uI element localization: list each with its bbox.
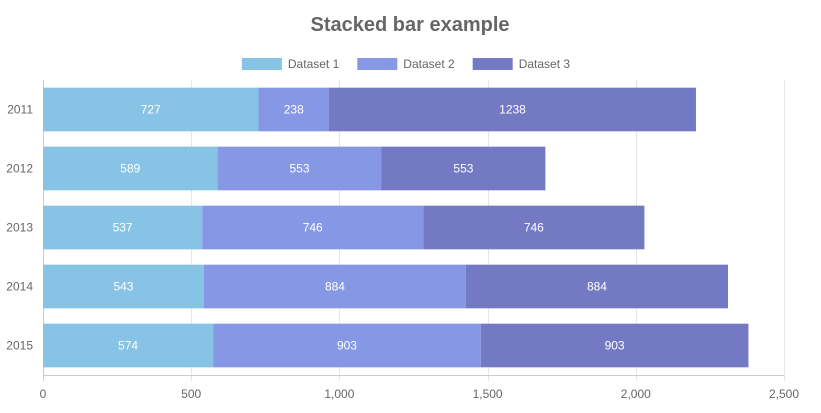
bar-segment bbox=[480, 323, 749, 368]
bar-value-label: 884 bbox=[325, 280, 345, 294]
x-tick-label: 2,500 bbox=[769, 387, 799, 401]
x-axis-labels: 0 500 1,000 1,500 2,000 2,500 bbox=[40, 387, 800, 401]
y-tick-label: 2015 bbox=[6, 339, 33, 353]
x-tick-label: 500 bbox=[181, 387, 201, 401]
legend-label: Dataset 2 bbox=[403, 57, 455, 71]
bar-segment bbox=[202, 205, 424, 250]
legend-item[interactable]: Dataset 2 bbox=[357, 57, 455, 71]
bar-value-label: 727 bbox=[141, 103, 161, 117]
bar-segment bbox=[43, 87, 259, 132]
y-tick-label: 2013 bbox=[6, 221, 33, 235]
bar-value-label: 574 bbox=[118, 339, 138, 353]
bar-segment bbox=[381, 146, 546, 191]
bar-segment bbox=[203, 264, 466, 309]
bar-value-label: 903 bbox=[605, 339, 625, 353]
legend-label: Dataset 1 bbox=[288, 57, 340, 71]
y-axis-labels: 2011 2012 2013 2014 2015 bbox=[6, 103, 33, 353]
bars: 727 238 1238 589 553 553 537 746 746 543 884 884 574… bbox=[43, 87, 749, 368]
bar-segment bbox=[217, 146, 382, 191]
bar-value-label: 537 bbox=[113, 221, 133, 235]
bar-value-label: 553 bbox=[290, 162, 310, 176]
bar-value-label: 884 bbox=[587, 280, 607, 294]
legend: Dataset 1 Dataset 2 Dataset 3 bbox=[241, 57, 571, 71]
y-tick-label: 2014 bbox=[6, 280, 33, 294]
bar-segment bbox=[329, 87, 696, 132]
legend-label: Dataset 3 bbox=[519, 57, 571, 71]
chart-title: Stacked bar example bbox=[311, 14, 510, 36]
bar-value-label: 238 bbox=[284, 103, 304, 117]
bar-value-label: 746 bbox=[303, 221, 323, 235]
bar-value-label: 553 bbox=[453, 162, 473, 176]
bar-value-label: 903 bbox=[337, 339, 357, 353]
x-tick-label: 0 bbox=[40, 387, 47, 401]
y-tick-label: 2011 bbox=[7, 103, 33, 117]
bar-segment bbox=[258, 87, 330, 132]
x-tick-label: 1,500 bbox=[473, 387, 503, 401]
bar-segment bbox=[43, 323, 214, 368]
bar-value-label: 543 bbox=[113, 280, 133, 294]
bar-segment bbox=[43, 205, 203, 250]
x-tick-label: 2,000 bbox=[621, 387, 651, 401]
y-tick-label: 2012 bbox=[6, 162, 33, 176]
bar-segment bbox=[43, 146, 218, 191]
bar-value-label: 589 bbox=[120, 162, 140, 176]
legend-item[interactable]: Dataset 1 bbox=[241, 57, 340, 71]
legend-swatch bbox=[357, 58, 398, 70]
bar-segment bbox=[43, 264, 204, 309]
bar-segment bbox=[465, 264, 728, 309]
bar-value-label: 746 bbox=[524, 221, 544, 235]
bar-segment bbox=[213, 323, 481, 368]
bar-value-label: 1238 bbox=[499, 103, 526, 117]
legend-swatch bbox=[472, 58, 513, 70]
legend-item[interactable]: Dataset 3 bbox=[472, 57, 571, 71]
bar-segment bbox=[423, 205, 645, 250]
x-tick-label: 1,000 bbox=[324, 387, 354, 401]
legend-swatch bbox=[241, 58, 282, 70]
